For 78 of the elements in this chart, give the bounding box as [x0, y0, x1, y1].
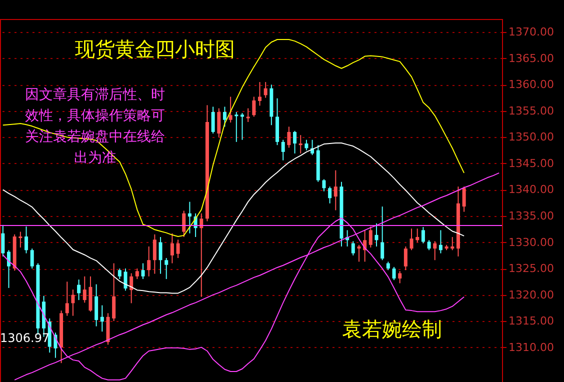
candlestick: [281, 139, 285, 161]
candlestick: [462, 186, 466, 212]
candlestick: [18, 231, 22, 248]
candlestick: [392, 266, 396, 281]
candlestick: [152, 234, 156, 274]
text: 现货黄金四小时图: [75, 37, 235, 61]
candlestick: [222, 106, 226, 128]
candlestick: [427, 240, 431, 251]
candlestick: [77, 279, 81, 301]
candlestick: [188, 201, 192, 234]
candlestick: [135, 268, 139, 280]
candlestick: [351, 240, 355, 256]
candlestick: [450, 236, 454, 251]
candlestick: [304, 139, 308, 151]
candlestick: [374, 222, 378, 247]
candlestick: [100, 304, 104, 332]
candlestick: [322, 178, 326, 192]
y-tick-label: 1365.00: [508, 52, 554, 65]
candlestick: [380, 206, 384, 261]
candlestick: [293, 130, 297, 154]
candlestick: [368, 226, 372, 248]
candlestick: [200, 212, 204, 298]
y-tick-label: 1340.00: [508, 183, 554, 196]
candlestick: [71, 289, 75, 316]
candlestick: [24, 226, 28, 254]
y-tick-label: 1345.00: [508, 156, 554, 170]
candlestick: [82, 276, 86, 304]
y-tick-label: 1350.00: [508, 130, 554, 144]
candlestick: [240, 112, 244, 140]
candlestick: [258, 82, 262, 106]
annotation: 袁若婉绘制: [342, 317, 442, 341]
candlestick: [246, 108, 250, 122]
candlestick: [147, 246, 151, 277]
line-series: [2, 38, 465, 237]
candlestick: [164, 258, 168, 280]
candlestick: [112, 262, 116, 322]
y-tick-label: 1320.00: [508, 288, 554, 302]
y-tick-label: 1325.00: [508, 262, 554, 276]
candlestick: [7, 250, 11, 288]
y-tick-label: 1330.00: [508, 236, 554, 249]
candlestick: [182, 210, 186, 238]
candlestick: [118, 268, 122, 280]
candlestick: [88, 276, 92, 312]
y-tick-label: 1360.00: [508, 78, 554, 92]
candlestick: [130, 272, 134, 304]
candlestick: [433, 240, 437, 261]
candlestick: [30, 248, 34, 270]
candlestick: [170, 232, 174, 264]
candlestick: [334, 170, 338, 211]
y-tick-label: 1355.00: [508, 104, 554, 118]
candlestick: [252, 96, 256, 118]
candlestick: [438, 230, 442, 254]
candlestick: [398, 270, 402, 284]
candlestick: [176, 239, 180, 259]
candlestick: [158, 236, 162, 274]
candlestick: [416, 228, 420, 243]
candlestick: [287, 126, 291, 148]
candlestick: [357, 244, 361, 262]
candlestick: [228, 96, 232, 123]
candlestick: [141, 262, 145, 280]
candlestick: [298, 134, 302, 154]
candlestick: [124, 268, 128, 292]
y-tick-label: 1335.00: [508, 209, 554, 222]
candlestick: [94, 284, 98, 327]
candlestick: [217, 108, 221, 138]
candlestick: [421, 226, 425, 244]
candlestick: [264, 82, 268, 98]
candlestick: [404, 246, 408, 271]
candlestick: [211, 106, 215, 134]
y-tick-label: 1370.00: [508, 26, 554, 39]
candlestick: [65, 281, 69, 316]
candlestick: [328, 186, 332, 204]
candlestick: [1, 224, 5, 257]
line-series: [2, 142, 465, 294]
candlestick: [234, 111, 238, 142]
y-tick-label: 1315.00: [508, 314, 554, 328]
candlestick: [410, 228, 414, 251]
y-tick-label: 1310.00: [508, 340, 554, 354]
